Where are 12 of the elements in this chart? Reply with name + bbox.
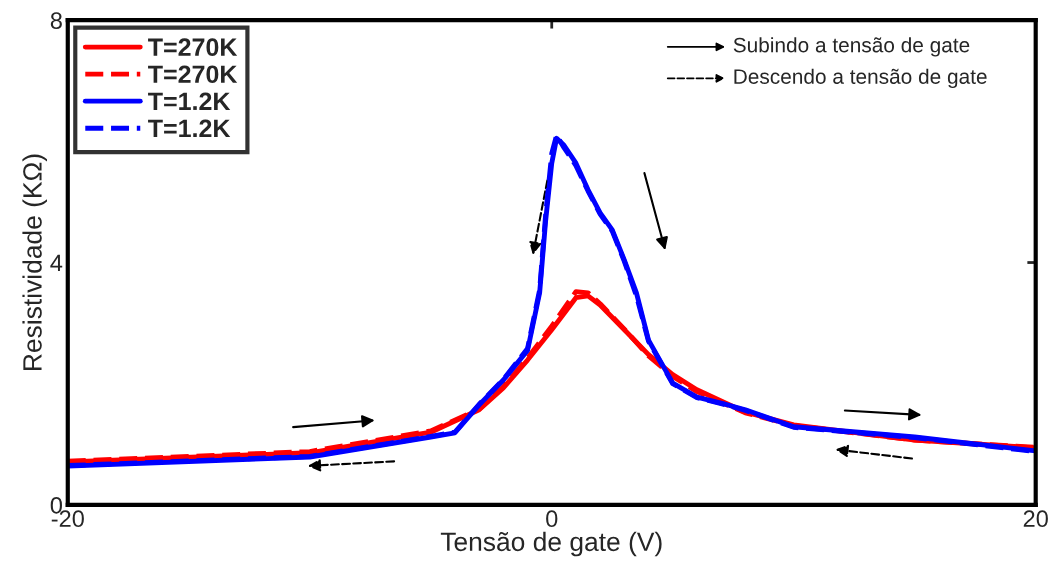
annotation: Descendo a tensão de gate bbox=[734, 68, 987, 89]
y-axis-title: Resistividade (KΩ) bbox=[22, 154, 47, 370]
legend-label: T=1.2K bbox=[148, 119, 231, 137]
x-axis-title: Tensão de gate (V) bbox=[440, 531, 662, 557]
y-tick-label: 8 bbox=[50, 12, 62, 29]
legend-label: T=1.2K bbox=[148, 92, 231, 110]
y-tick-label: 4 bbox=[50, 254, 63, 272]
annotation: Subindo a tensão de gate bbox=[733, 37, 970, 57]
legend-label: T=270K bbox=[148, 65, 238, 84]
legend-label: T=270K bbox=[148, 38, 238, 57]
x-tick-label: 0 bbox=[546, 510, 558, 528]
x-tick-label: 20 bbox=[1023, 510, 1048, 528]
